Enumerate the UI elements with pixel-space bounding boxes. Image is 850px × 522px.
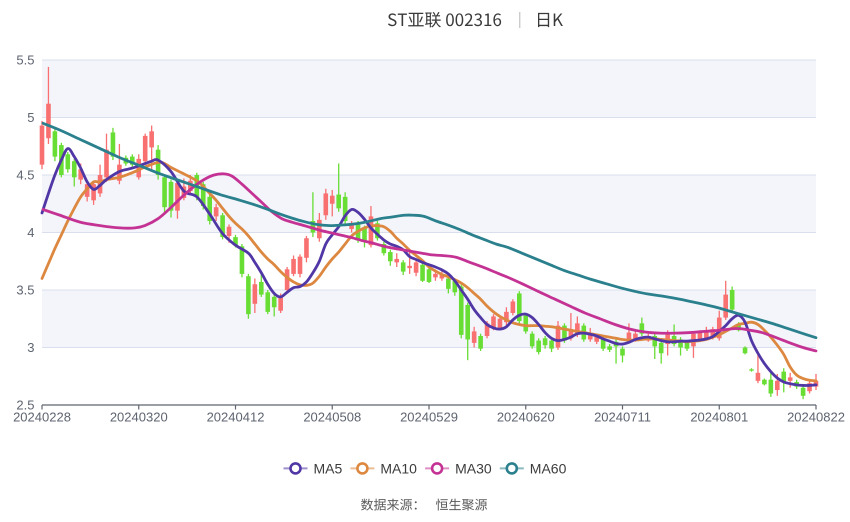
- svg-text:4: 4: [27, 225, 34, 240]
- svg-text:20240228: 20240228: [13, 410, 71, 425]
- svg-text:20240320: 20240320: [110, 410, 168, 425]
- svg-text:20240529: 20240529: [400, 410, 458, 425]
- svg-text:20240412: 20240412: [207, 410, 265, 425]
- svg-text:3: 3: [27, 340, 34, 355]
- svg-text:3.5: 3.5: [16, 283, 34, 298]
- svg-text:MA5: MA5: [314, 460, 343, 476]
- svg-text:20240822: 20240822: [787, 410, 845, 425]
- svg-text:20240620: 20240620: [497, 410, 555, 425]
- svg-text:MA60: MA60: [530, 460, 567, 476]
- svg-text:MA30: MA30: [455, 460, 492, 476]
- svg-text:5.5: 5.5: [16, 53, 34, 68]
- svg-text:MA10: MA10: [380, 460, 417, 476]
- svg-text:2.5: 2.5: [16, 398, 34, 413]
- svg-text:4.5: 4.5: [16, 168, 34, 183]
- svg-text:20240801: 20240801: [690, 410, 748, 425]
- svg-text:20240711: 20240711: [594, 410, 651, 425]
- svg-text:5: 5: [27, 110, 34, 125]
- svg-text:20240508: 20240508: [303, 410, 361, 425]
